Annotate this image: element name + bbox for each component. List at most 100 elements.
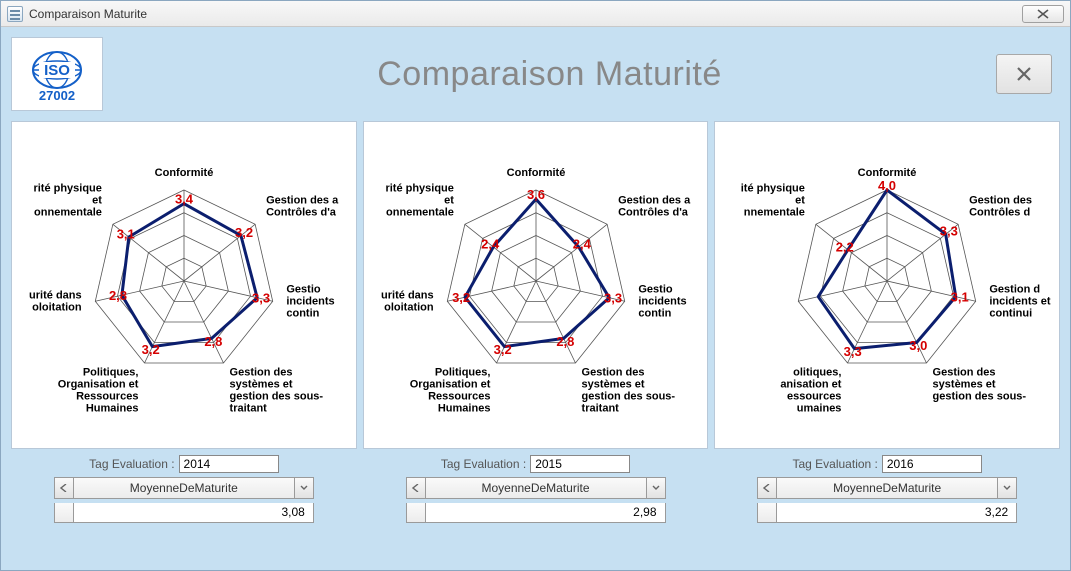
average-row: 3,22 (757, 503, 1017, 523)
combo-next-button[interactable] (294, 477, 314, 499)
window-close-button[interactable] (1022, 5, 1064, 23)
header-row: ISO 27002 Comparaison Maturité (11, 35, 1060, 113)
svg-text:gestion des sous-: gestion des sous- (230, 391, 324, 403)
combo-next-button[interactable] (646, 477, 666, 499)
svg-text:Contrôles d'a: Contrôles d'a (618, 207, 689, 219)
svg-text:2,4: 2,4 (481, 236, 500, 251)
average-row: 2,98 (406, 503, 666, 523)
row-header (406, 503, 426, 523)
svg-text:et: et (795, 195, 805, 207)
svg-text:systèmes et: systèmes et (230, 379, 293, 391)
average-row: 3,08 (54, 503, 314, 523)
svg-text:systèmes et: systèmes et (581, 379, 644, 391)
svg-text:umaines: umaines (797, 403, 842, 415)
tag-line: Tag Evaluation : (89, 455, 278, 473)
svg-text:rité physique: rité physique (33, 183, 101, 195)
svg-text:continui: continui (990, 307, 1033, 319)
svg-text:et: et (444, 195, 454, 207)
combo-row: MoyenneDeMaturite (54, 477, 314, 499)
combo-prev-button[interactable] (757, 477, 777, 499)
svg-text:2,4: 2,4 (572, 236, 591, 251)
svg-text:3,0: 3,0 (910, 338, 928, 353)
combo-label[interactable]: MoyenneDeMaturite (426, 477, 646, 499)
combo-label[interactable]: MoyenneDeMaturite (777, 477, 997, 499)
svg-text:3,4: 3,4 (175, 192, 194, 207)
svg-text:Politiques,: Politiques, (434, 367, 490, 379)
form-close-button[interactable] (996, 54, 1052, 94)
svg-text:3,2: 3,2 (142, 342, 160, 357)
svg-text:Gestion des: Gestion des (581, 367, 644, 379)
svg-text:3,1: 3,1 (117, 227, 135, 242)
window-frame: Comparaison Maturite ISO 27002 Comparai (0, 0, 1071, 571)
svg-text:incidents: incidents (638, 295, 686, 307)
footer-cell-0: Tag Evaluation : MoyenneDeMaturite 3,08 (11, 455, 357, 523)
svg-text:olitiques,: olitiques, (794, 367, 842, 379)
svg-text:Gestio: Gestio (638, 283, 673, 295)
combo-prev-button[interactable] (54, 477, 74, 499)
tag-label: Tag Evaluation : (792, 457, 877, 471)
svg-text:incidents: incidents (286, 295, 334, 307)
svg-text:contin: contin (638, 307, 671, 319)
svg-text:3,3: 3,3 (252, 291, 270, 306)
svg-text:incidents et: incidents et (990, 295, 1051, 307)
svg-text:Organisation et: Organisation et (409, 379, 490, 391)
radar-chart-2: Conformité4,0Gestion desContrôles d3,3Ge… (714, 121, 1060, 449)
tag-evaluation-input[interactable] (882, 455, 982, 473)
svg-text:Organisation et: Organisation et (58, 379, 139, 391)
svg-text:2,8: 2,8 (109, 288, 127, 303)
svg-text:2,2: 2,2 (836, 239, 854, 254)
iso-logo: ISO 27002 (11, 37, 103, 111)
svg-text:oloitation: oloitation (32, 301, 82, 313)
svg-text:gestion des sous-: gestion des sous- (581, 391, 675, 403)
svg-text:Gestion des: Gestion des (230, 367, 293, 379)
footer-cell-1: Tag Evaluation : MoyenneDeMaturite 2,98 (363, 455, 709, 523)
svg-text:ISO: ISO (44, 62, 70, 79)
tag-evaluation-input[interactable] (530, 455, 630, 473)
svg-text:traitant: traitant (230, 403, 268, 415)
svg-text:2,8: 2,8 (204, 334, 222, 349)
svg-text:3,3: 3,3 (940, 224, 958, 239)
svg-text:3,2: 3,2 (235, 225, 253, 240)
svg-text:contin: contin (286, 307, 319, 319)
radar-chart-0: Conformité 3,4 Gestion des aContrôles d'a 3… (11, 121, 357, 449)
close-icon (1037, 9, 1049, 19)
tag-label: Tag Evaluation : (441, 457, 526, 471)
combo-label[interactable]: MoyenneDeMaturite (74, 477, 294, 499)
tag-line: Tag Evaluation : (792, 455, 981, 473)
svg-text:systèmes et: systèmes et (933, 379, 996, 391)
svg-text:Contrôles d'a: Contrôles d'a (266, 207, 337, 219)
close-icon (1016, 66, 1032, 82)
svg-text:3,6: 3,6 (527, 187, 545, 202)
svg-text:Gestion des: Gestion des (933, 367, 996, 379)
svg-text:urité dans: urité dans (29, 289, 82, 301)
svg-text:Conformité: Conformité (155, 167, 214, 179)
combo-prev-button[interactable] (406, 477, 426, 499)
tag-evaluation-input[interactable] (179, 455, 279, 473)
radar-chart-1: Conformité 3,6 Gestion des aContrôles d'a 2… (363, 121, 709, 449)
svg-text:et: et (92, 195, 102, 207)
globe-icon: ISO (22, 46, 92, 90)
svg-text:Conformité: Conformité (506, 167, 565, 179)
svg-text:rité physique: rité physique (385, 183, 453, 195)
average-value: 2,98 (426, 503, 666, 523)
svg-text:3,3: 3,3 (604, 291, 622, 306)
svg-text:Politiques,: Politiques, (83, 367, 139, 379)
form-icon (7, 6, 23, 22)
window-title: Comparaison Maturite (29, 7, 147, 21)
svg-text:nnementale: nnementale (744, 207, 805, 219)
svg-text:anisation et: anisation et (781, 379, 842, 391)
footer-cell-2: Tag Evaluation : MoyenneDeMaturite 3,22 (714, 455, 1060, 523)
combo-next-button[interactable] (997, 477, 1017, 499)
tag-line: Tag Evaluation : (441, 455, 630, 473)
charts-row: Conformité3,4Gestion des aContrôles d'a3… (11, 121, 1060, 449)
row-header (757, 503, 777, 523)
svg-text:Gestio: Gestio (286, 283, 321, 295)
svg-text:Ressources: Ressources (428, 391, 490, 403)
svg-text:oloitation: oloitation (384, 301, 434, 313)
svg-text:Gestion des a: Gestion des a (618, 195, 691, 207)
svg-text:Gestion des a: Gestion des a (266, 195, 339, 207)
svg-text:gestion des sous-: gestion des sous- (933, 391, 1027, 403)
form-content: ISO 27002 Comparaison Maturité Conformit… (1, 27, 1070, 570)
tag-label: Tag Evaluation : (89, 457, 174, 471)
svg-text:Gestion d: Gestion d (990, 283, 1041, 295)
